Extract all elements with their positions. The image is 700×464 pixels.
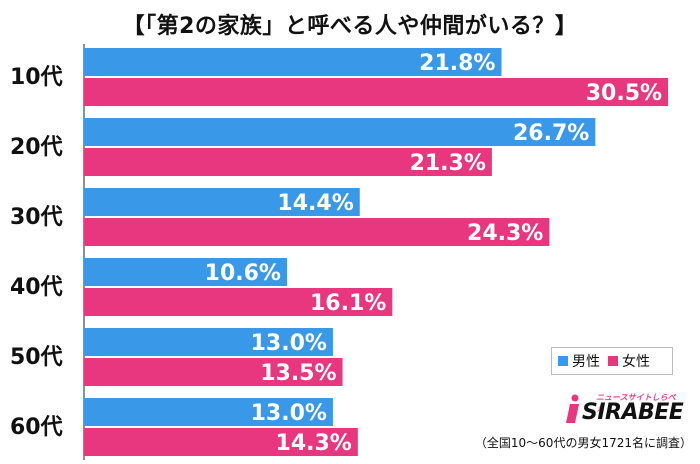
bar-male <box>84 188 360 216</box>
data-label-male: 14.4% <box>277 191 353 216</box>
chart-title: 【「第2の家族」と呼べる人や仲間がいる？】 <box>122 14 578 39</box>
sirabee-logo: ニュースサイトしらべぇ SIRABEE <box>560 392 684 426</box>
logo-brand: SIRABEE <box>582 400 684 425</box>
bar-female <box>84 218 550 246</box>
data-label-female: 16.1% <box>310 291 386 316</box>
category-label: 40代 <box>10 275 63 300</box>
bar-male <box>84 398 333 426</box>
data-label-female: 21.3% <box>410 151 486 176</box>
legend-label-male: 男性 <box>572 354 600 370</box>
bar-male <box>84 258 287 286</box>
legend-label-female: 女性 <box>622 354 650 370</box>
data-label-female: 24.3% <box>467 221 543 246</box>
bar-female <box>84 288 393 316</box>
category-label: 60代 <box>10 415 63 440</box>
legend-swatch-male <box>558 356 568 366</box>
legend-swatch-female <box>608 356 618 366</box>
survey-note: （全国10〜60代の男女1721名に調査） <box>474 436 692 450</box>
legend-item-male: 男性 <box>558 351 600 371</box>
data-label-female: 13.5% <box>260 361 336 386</box>
data-label-male: 21.8% <box>419 51 495 76</box>
data-label-male: 13.0% <box>251 331 327 356</box>
bar-female <box>84 78 669 106</box>
category-label: 50代 <box>10 345 63 370</box>
bar-male <box>84 48 502 76</box>
legend-item-female: 女性 <box>608 351 650 371</box>
data-label-female: 14.3% <box>276 431 352 456</box>
data-label-male: 13.0% <box>251 401 327 426</box>
category-label: 20代 <box>10 135 63 160</box>
data-label-female: 30.5% <box>586 81 662 106</box>
bar-male <box>84 118 596 146</box>
sirabee-logo-icon <box>566 394 579 423</box>
legend: 男性 女性 <box>551 347 673 375</box>
bar-female <box>84 148 492 176</box>
bar-female <box>84 358 343 386</box>
logo-tagline: ニュースサイトしらべぇ <box>596 393 676 413</box>
bar-male <box>84 328 333 356</box>
data-label-male: 26.7% <box>513 121 589 146</box>
data-label-male: 10.6% <box>205 261 281 286</box>
category-label: 30代 <box>10 205 63 230</box>
category-label: 10代 <box>10 65 63 90</box>
bar-female <box>84 428 358 456</box>
